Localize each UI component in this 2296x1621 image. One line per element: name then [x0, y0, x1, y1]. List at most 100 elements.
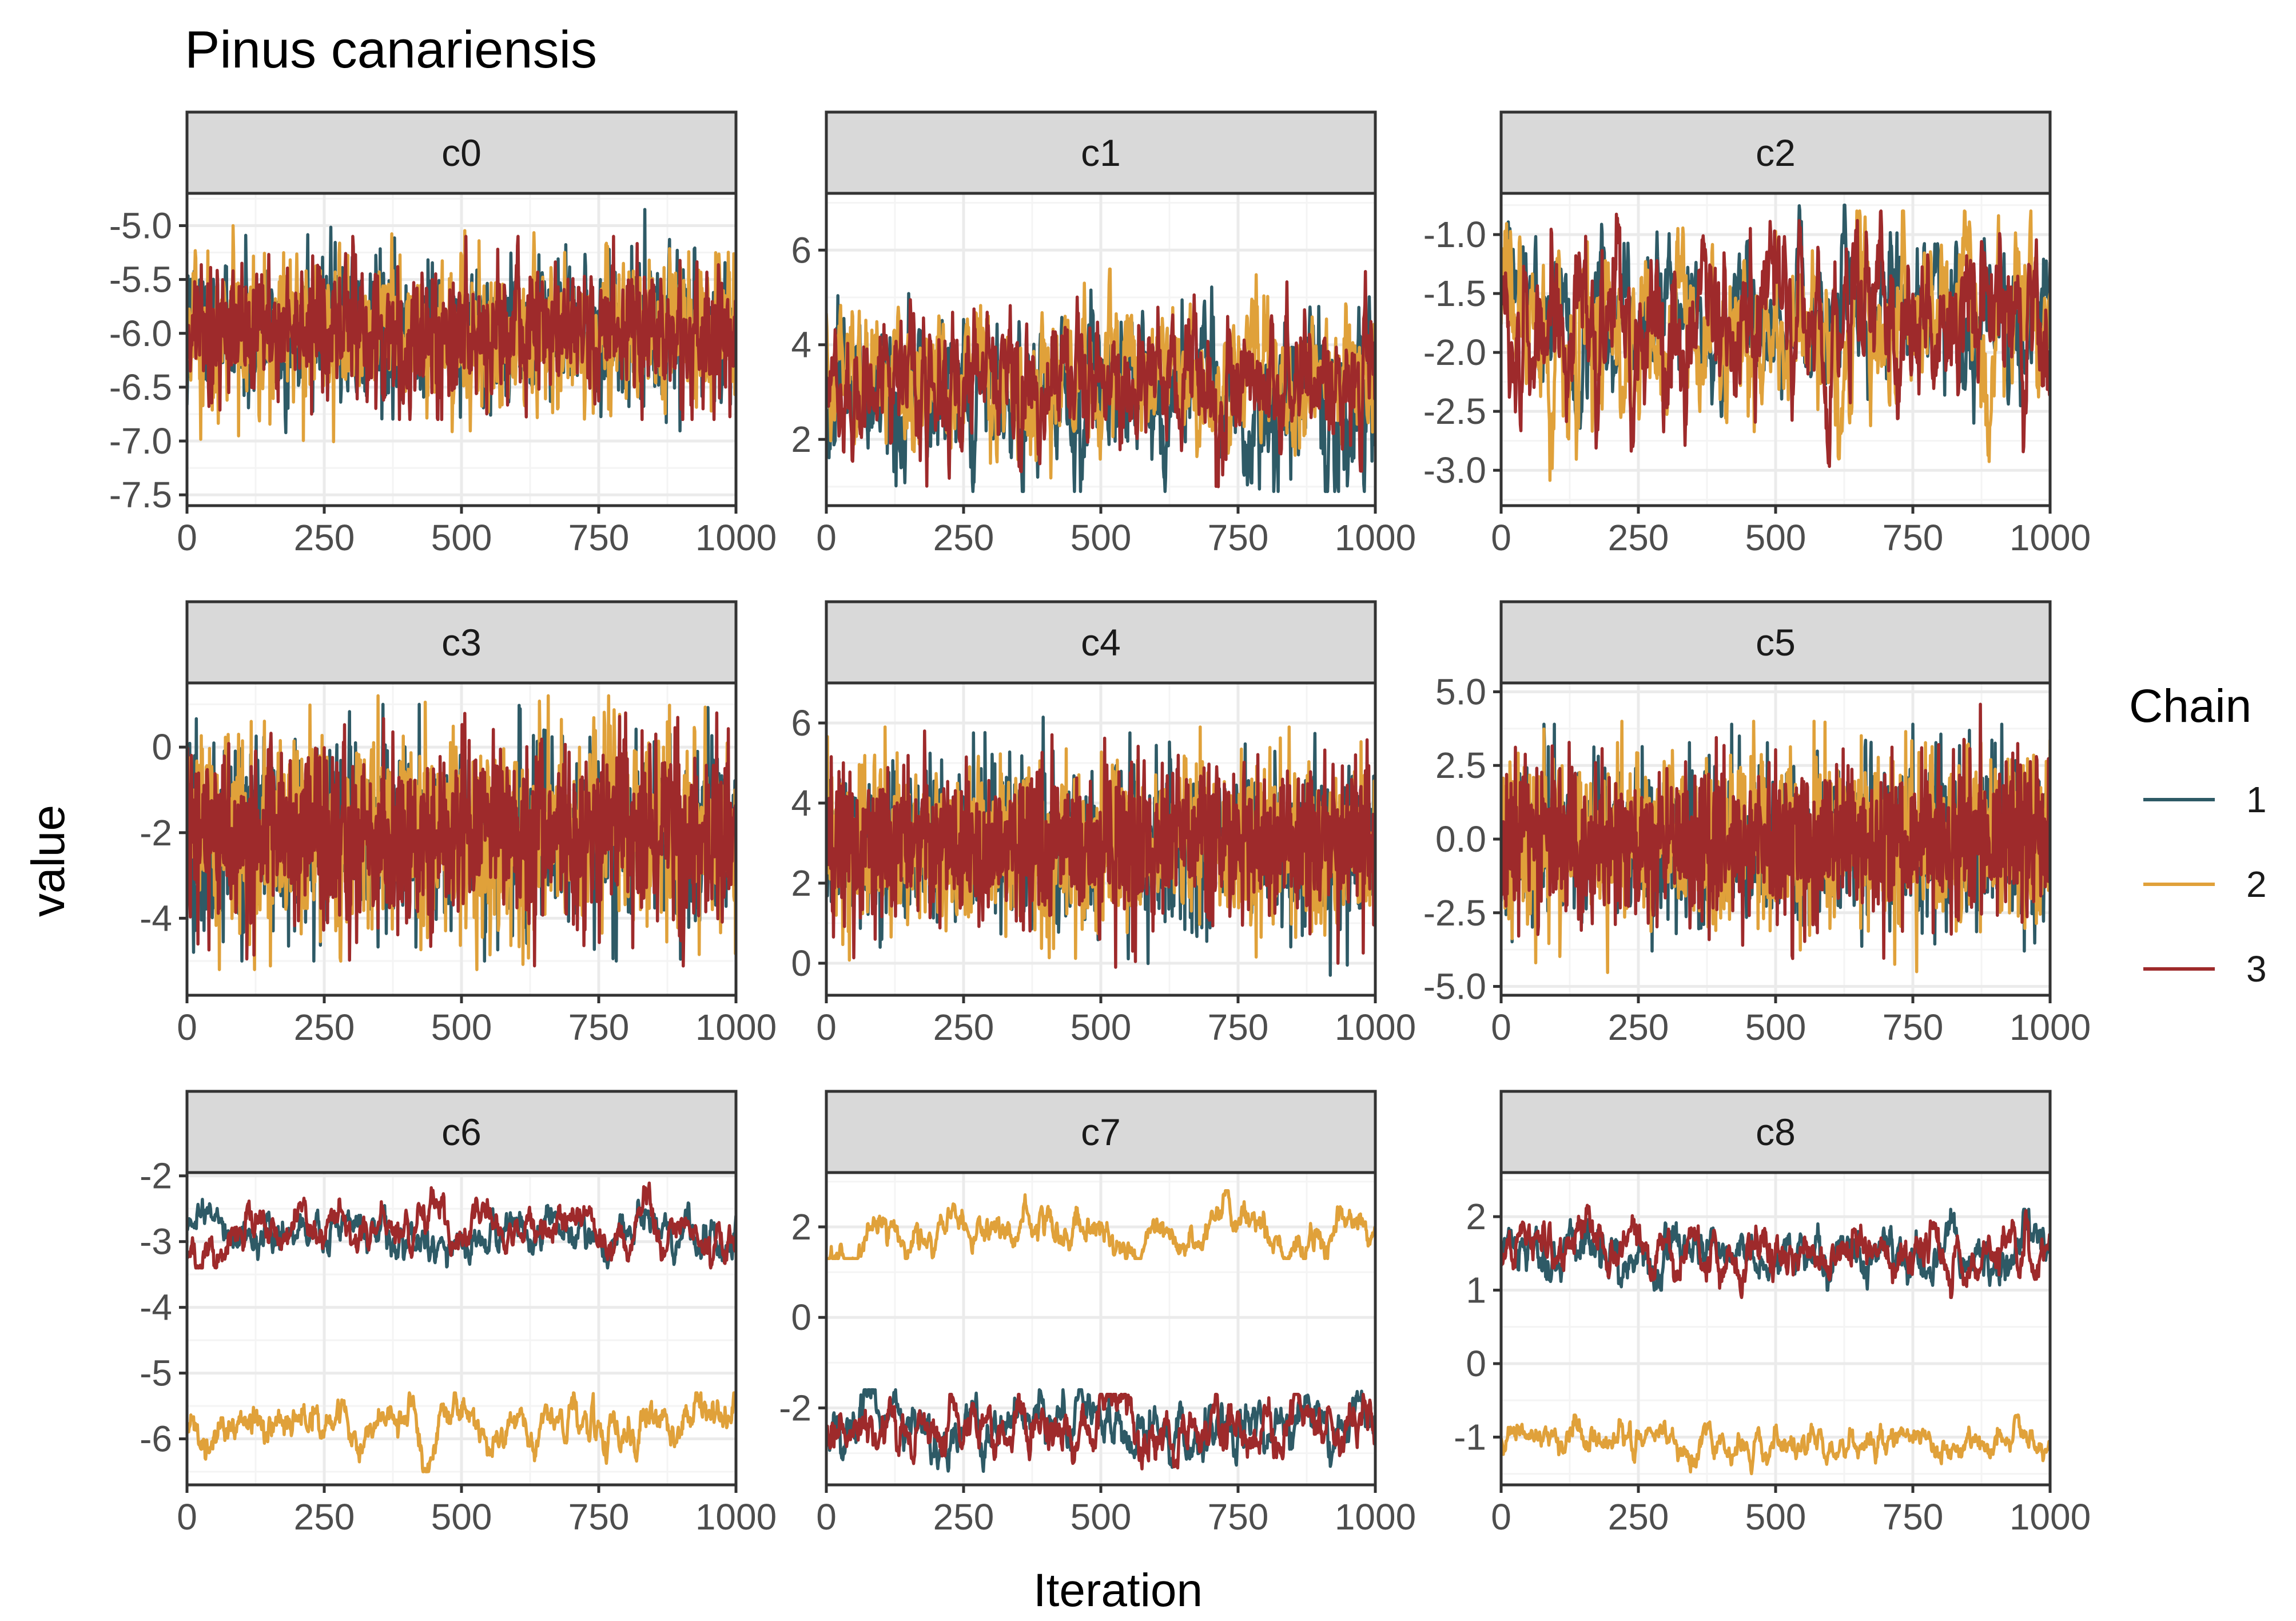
x-tick-label: 500 — [1745, 1007, 1806, 1048]
y-tick-label: -2 — [140, 812, 172, 853]
x-tick-label: 750 — [1883, 517, 1944, 558]
y-tick-label: 2 — [791, 863, 811, 904]
facet-strip-label: c4 — [1081, 621, 1121, 664]
x-axis-title: Iteration — [1033, 1564, 1203, 1616]
trace-chain-3 — [1501, 702, 2050, 960]
trace-chain-2 — [187, 1391, 736, 1473]
trace-lines — [187, 694, 736, 971]
y-tick-label: 4 — [791, 324, 811, 365]
y-tick-label: 2 — [1466, 1196, 1486, 1237]
y-tick-label: 1 — [1466, 1270, 1486, 1311]
legend-title: Chain — [2129, 680, 2251, 732]
y-tick-label: 0 — [1466, 1343, 1486, 1384]
y-tick-label: -7.5 — [109, 474, 172, 515]
x-tick-label: 750 — [568, 517, 630, 558]
x-tick-label: 750 — [568, 1007, 630, 1048]
y-tick-label: -5 — [140, 1353, 172, 1394]
x-tick-label: 0 — [816, 517, 837, 558]
x-tick-label: 250 — [294, 1007, 355, 1048]
x-tick-label: 500 — [1071, 1496, 1132, 1537]
facet-strip-label: c3 — [441, 621, 482, 664]
y-tick-label: 0 — [791, 943, 811, 984]
y-tick-label: -2 — [779, 1387, 811, 1428]
trace-chain-3 — [187, 711, 736, 968]
facet-panels: c00 250 500 750 1000-7.5-7.0-6.5-6.0-5.5-5.0… — [109, 110, 2091, 1537]
trace-lines — [187, 1181, 736, 1473]
y-tick-label: -6 — [140, 1419, 172, 1460]
y-axis-title: value — [22, 805, 74, 917]
x-tick-label: 1000 — [695, 1496, 777, 1537]
facet-panel-c3: c3 0 250 500 750 1000 -4 -2 0 — [140, 600, 777, 1048]
y-tick-label: -1.0 — [1423, 214, 1486, 255]
x-tick-label: 1000 — [1335, 517, 1416, 558]
x-tick-label: 0 — [1491, 1007, 1511, 1048]
x-tick-label: 750 — [1208, 1007, 1269, 1048]
trace-chain-3 — [826, 269, 1375, 488]
y-tick-label: -5.5 — [109, 259, 172, 300]
x-tick-label: 500 — [431, 1496, 492, 1537]
y-tick-label: -7.0 — [109, 420, 172, 462]
x-tick-label: 1000 — [2010, 517, 2091, 558]
legend-label: 1 — [2246, 779, 2267, 820]
legend-key-chain-2: 2 — [2143, 864, 2267, 905]
facet-strip-label: c6 — [441, 1111, 482, 1153]
x-tick-label: 500 — [431, 517, 492, 558]
x-tick-label: 500 — [431, 1007, 492, 1048]
facet-panel-c2: c2 0 250 500 750 1000 -3.0 -2.5 -2.0 -1.5 -1.0 — [1423, 110, 2091, 558]
x-tick-label: 0 — [177, 1496, 197, 1537]
legend-keys: 1 2 3 — [2143, 779, 2267, 990]
y-tick-label: -1 — [1454, 1416, 1486, 1457]
y-tick-label: -2.5 — [1423, 391, 1486, 432]
x-tick-label: 1000 — [2010, 1496, 2091, 1537]
facet-panel-c4: c4 0 250 500 750 1000 0 2 4 6 — [791, 600, 1416, 1048]
trace-lines — [1501, 1203, 2050, 1476]
trace-chain-3 — [1501, 209, 2050, 468]
y-tick-label: -6.0 — [109, 313, 172, 354]
x-tick-label: 250 — [1608, 1007, 1669, 1048]
x-tick-label: 0 — [177, 1007, 197, 1048]
y-tick-label: -5.0 — [109, 205, 172, 246]
x-tick-label: 500 — [1071, 1007, 1132, 1048]
trace-lines — [187, 208, 736, 443]
trace-lines — [1501, 203, 2050, 482]
y-tick-label: -4 — [140, 1287, 172, 1328]
x-tick-label: 500 — [1745, 517, 1806, 558]
x-tick-label: 250 — [1608, 517, 1669, 558]
facet-strip-label: c8 — [1756, 1111, 1796, 1153]
y-tick-label: 0.0 — [1435, 819, 1486, 860]
y-tick-label: -3.0 — [1423, 450, 1486, 491]
y-tick-label: -2 — [140, 1155, 172, 1197]
trace-chain-3 — [826, 1392, 1375, 1471]
y-tick-label: 0 — [152, 726, 172, 768]
legend-label: 2 — [2246, 864, 2267, 905]
legend-label: 3 — [2246, 948, 2267, 990]
facet-strip — [825, 600, 1377, 685]
facet-strip-label: c2 — [1756, 132, 1796, 174]
x-tick-label: 1000 — [1335, 1007, 1416, 1048]
y-tick-label: -1.5 — [1423, 273, 1486, 314]
facet-panel-c0: c0 0 250 500 750 1000 -7.5 -7.0 -6.5 -6.0 -5.5 -5.0 — [109, 110, 777, 558]
x-tick-label: 500 — [1745, 1496, 1806, 1537]
trace-chain-3 — [1501, 1203, 2050, 1300]
x-tick-label: 1000 — [695, 517, 777, 558]
y-tick-label: 2 — [791, 419, 811, 460]
y-tick-label: -2.0 — [1423, 332, 1486, 373]
y-tick-label: 2.5 — [1435, 745, 1486, 786]
x-tick-label: 750 — [1208, 517, 1269, 558]
x-tick-label: 0 — [816, 1007, 837, 1048]
y-tick-label: 5.0 — [1435, 671, 1486, 712]
x-tick-label: 250 — [933, 1496, 994, 1537]
facet-strip — [185, 110, 738, 195]
x-tick-label: 750 — [1883, 1496, 1944, 1537]
y-tick-label: -3 — [140, 1221, 172, 1262]
x-tick-label: 250 — [294, 1496, 355, 1537]
x-tick-label: 250 — [933, 517, 994, 558]
facet-panel-c1: c1 0 250 500 750 1000 2 4 6 — [791, 110, 1416, 558]
x-tick-label: 500 — [1071, 517, 1132, 558]
y-tick-label: 2 — [791, 1206, 811, 1247]
facet-panel-c6: c6 0 250 500 750 1000 -6 -5 -4 -3 -2 — [140, 1090, 777, 1537]
facet-strip — [825, 110, 1377, 195]
y-tick-label: -6.5 — [109, 367, 172, 408]
facet-strip-label: c7 — [1081, 1111, 1121, 1153]
